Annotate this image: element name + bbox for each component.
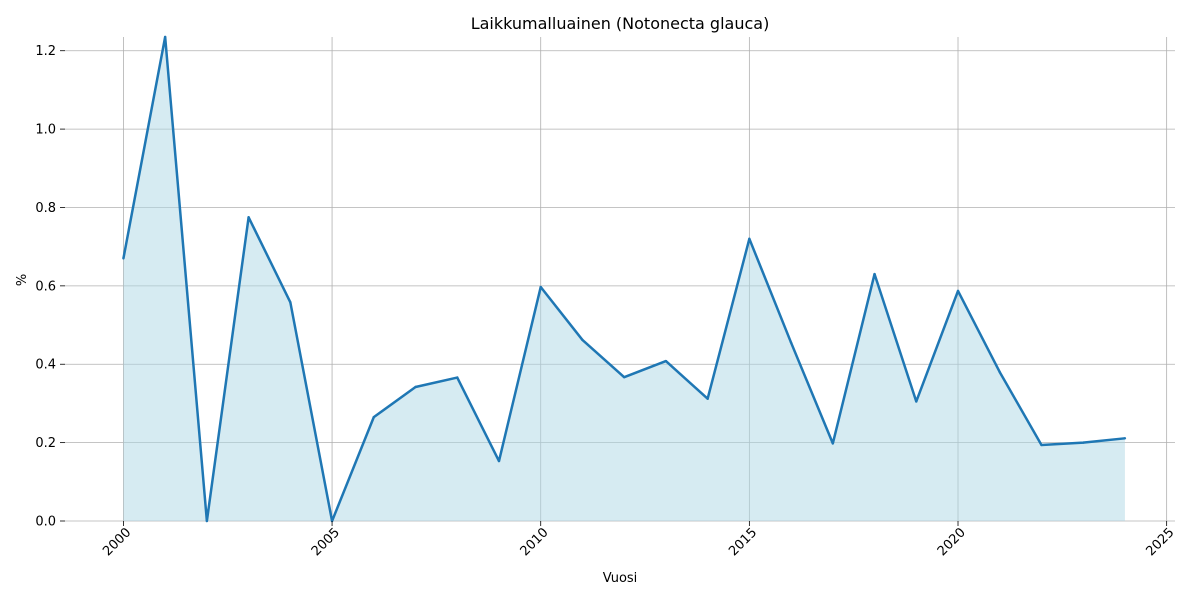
- data-point: [1040, 443, 1043, 447]
- data-points: [122, 35, 1127, 523]
- y-tick-label: 0.4: [35, 358, 56, 373]
- x-axis-title: Vuosi: [603, 571, 638, 586]
- data-point: [163, 35, 167, 39]
- data-point: [1081, 441, 1085, 444]
- x-tick-label: 2015: [726, 525, 760, 559]
- data-point: [414, 385, 417, 389]
- data-point: [497, 459, 501, 463]
- data-point: [247, 216, 250, 219]
- data-point: [289, 301, 292, 304]
- data-point: [956, 289, 960, 293]
- x-tick-label: 2000: [100, 525, 134, 559]
- y-tick-label: 0.6: [35, 279, 56, 294]
- y-axis-title: %: [15, 274, 30, 286]
- x-tick-label: 2025: [1143, 525, 1177, 559]
- y-tick-label: 1.0: [35, 123, 56, 138]
- y-axis: 0.0 0.2 0.4 0.6 0.8 1.0 1.2: [35, 44, 65, 530]
- data-point: [539, 285, 542, 289]
- x-tick-label: 2020: [935, 525, 969, 559]
- data-point: [456, 376, 459, 379]
- y-tick-label: 1.2: [35, 44, 56, 59]
- x-axis: 2000 2005 2010 2015 2020 2025: [100, 521, 1177, 559]
- data-point: [748, 237, 751, 241]
- data-point: [122, 257, 125, 260]
- data-point: [706, 397, 709, 400]
- data-point: [873, 272, 876, 276]
- data-point: [789, 341, 793, 344]
- area-fill: [123, 37, 1125, 521]
- x-tick-label: 2010: [518, 525, 552, 559]
- y-tick-label: 0.0: [35, 515, 56, 530]
- data-point: [581, 338, 584, 342]
- data-point: [205, 519, 209, 523]
- data-point: [372, 415, 375, 419]
- y-tick-label: 0.8: [35, 201, 56, 216]
- chart-title: Laikkumalluainen (Notonecta glauca): [471, 14, 770, 33]
- y-tick-label: 0.2: [35, 436, 56, 451]
- data-point: [998, 370, 1001, 374]
- data-point: [664, 359, 668, 363]
- x-tick-label: 2005: [309, 525, 343, 559]
- data-point: [622, 375, 626, 379]
- data-point: [915, 400, 918, 403]
- data-point: [1123, 437, 1127, 440]
- data-point: [831, 442, 835, 445]
